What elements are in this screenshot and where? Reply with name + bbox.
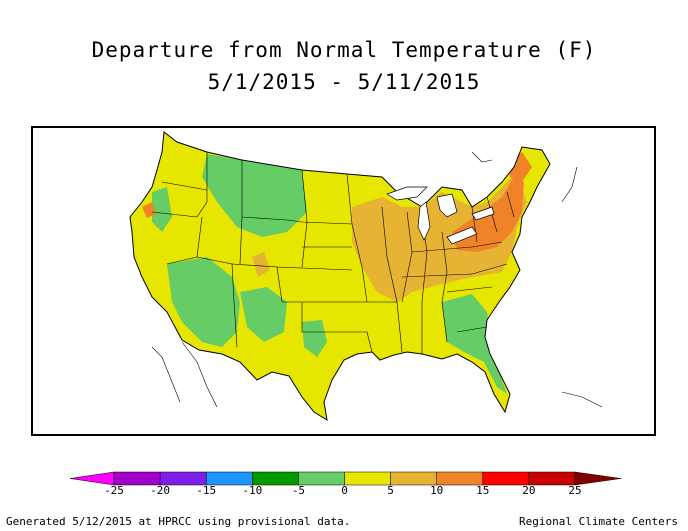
legend-tick-label: -5 [292,484,305,497]
legend-tick-label: 10 [430,484,443,497]
generated-note: Generated 5/12/2015 at HPRCC using provi… [6,515,351,528]
legend-tick-label: 5 [387,484,394,497]
legend-tick-label: -25 [104,484,124,497]
legend-tick-label: -10 [242,484,262,497]
legend-bin [298,471,345,486]
legend-tick-label: -20 [150,484,170,497]
us-temperature-map [129,131,603,422]
legend-tick-label: -15 [196,484,216,497]
legend-bin [344,471,391,486]
legend-tick-label: 25 [568,484,581,497]
legend: -25 -20 -15 -10 -5 0 5 10 15 20 25 [0,462,688,506]
map-date-range: 5/1/2015 - 5/11/2015 [207,70,481,94]
legend-tick-label: 20 [522,484,535,497]
legend-tick-label: 15 [476,484,489,497]
map-frame [31,126,656,436]
map-title: Departure from Normal Temperature (F) [91,38,597,62]
great-lakes [386,186,495,245]
legend-bin [574,471,622,486]
coastline-fragments [151,151,603,408]
legend-tick-label: 0 [341,484,348,497]
credits: Regional Climate Centers [519,515,678,528]
